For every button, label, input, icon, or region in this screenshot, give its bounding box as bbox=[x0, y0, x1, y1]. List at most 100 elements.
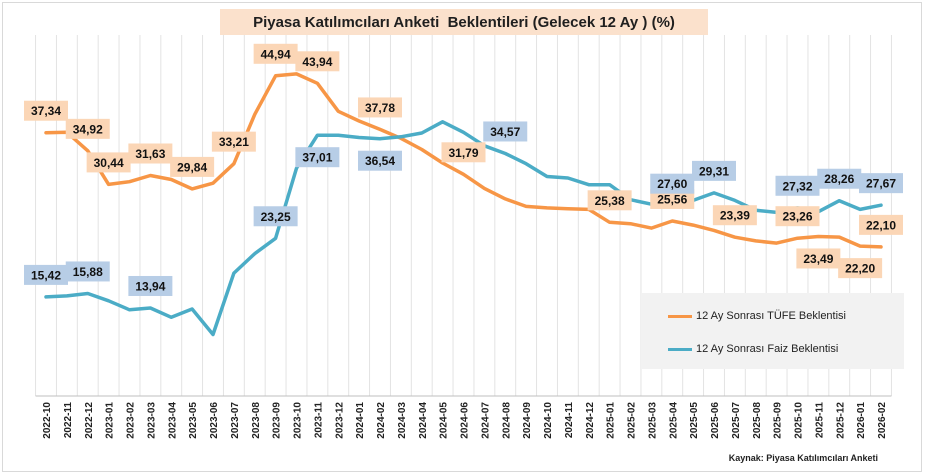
data-label-text: 37,01 bbox=[302, 151, 332, 165]
x-tick-label: 2024-09 bbox=[522, 402, 533, 439]
x-tick-label: 2025-11 bbox=[814, 402, 825, 439]
x-tick-label: 2025-09 bbox=[773, 402, 784, 439]
data-label: 37,78 bbox=[358, 97, 402, 118]
x-tick-label: 2024-05 bbox=[439, 402, 450, 439]
data-label-box bbox=[796, 248, 841, 269]
data-label-text: 23,39 bbox=[720, 209, 750, 223]
data-label-text: 13,94 bbox=[135, 279, 165, 293]
series-line-faiz bbox=[44, 120, 883, 337]
data-label-text: 27,60 bbox=[657, 177, 687, 191]
x-tick-label: 2023-01 bbox=[105, 402, 116, 439]
x-tick-label: 2026-02 bbox=[877, 402, 888, 439]
data-label-text: 43,94 bbox=[302, 55, 332, 69]
data-label-box bbox=[295, 147, 340, 168]
data-label: 43,94 bbox=[295, 51, 340, 72]
legend-item-tufe: 12 Ay Sonrası TÜFE Beklentisi bbox=[668, 310, 846, 322]
data-label: 23,26 bbox=[775, 206, 820, 227]
data-label: 27,60 bbox=[650, 173, 695, 194]
x-tick-label: 2023-09 bbox=[272, 402, 283, 439]
data-label: 30,44 bbox=[86, 152, 131, 173]
data-label-box bbox=[65, 261, 110, 282]
data-label: 23,39 bbox=[712, 205, 757, 226]
data-label-box bbox=[650, 188, 695, 209]
data-label-box bbox=[859, 173, 903, 194]
data-label: 44,94 bbox=[253, 43, 298, 64]
data-label-box bbox=[128, 275, 173, 296]
x-tick-label: 2024-08 bbox=[501, 402, 512, 439]
data-label-box bbox=[211, 131, 256, 152]
x-tick-label: 2024-07 bbox=[480, 402, 491, 439]
x-tick-label: 2025-07 bbox=[731, 402, 742, 439]
data-labels: 37,34 34,92 30,44 31,63 29,84 33,21 44,94 43,94… bbox=[24, 43, 903, 296]
data-label-box bbox=[692, 160, 736, 181]
x-tick-label: 2026-01 bbox=[856, 402, 867, 439]
legend-label-faiz: 12 Ay Sonrası Faiz Beklentisi bbox=[696, 343, 839, 355]
x-tick-label: 2025-06 bbox=[710, 402, 721, 439]
data-label-text: 27,67 bbox=[866, 177, 896, 191]
x-tick-label: 2023-11 bbox=[313, 402, 324, 439]
x-tick-label: 2024-01 bbox=[355, 402, 366, 439]
data-label-box bbox=[358, 97, 402, 118]
data-label-box bbox=[817, 168, 862, 189]
series-line-tufe bbox=[44, 72, 883, 249]
x-tick-label: 2024-02 bbox=[376, 402, 387, 439]
data-label-text: 31,79 bbox=[448, 146, 478, 160]
data-label: 25,38 bbox=[587, 190, 632, 211]
source-note: Kaynak: Piyasa Katılımcıları Anketi bbox=[728, 453, 878, 463]
data-label-text: 29,31 bbox=[699, 164, 729, 178]
x-tick-label: 2023-04 bbox=[167, 402, 178, 439]
x-tick-label: 2024-04 bbox=[418, 402, 429, 439]
data-label-box bbox=[253, 43, 298, 64]
x-tick-label: 2025-10 bbox=[794, 402, 805, 439]
data-label: 31,79 bbox=[441, 142, 486, 163]
legend: 12 Ay Sonrası TÜFE Beklentisi 12 Ay Sonr… bbox=[642, 293, 904, 369]
data-label-box bbox=[24, 264, 68, 285]
data-label: 37,01 bbox=[295, 147, 340, 168]
data-label-box bbox=[712, 205, 757, 226]
data-label: 25,56 bbox=[650, 188, 695, 209]
data-label-box bbox=[358, 150, 402, 171]
data-label-text: 15,88 bbox=[73, 265, 103, 279]
data-label: 33,21 bbox=[211, 131, 256, 152]
data-label-box bbox=[859, 214, 903, 235]
data-label: 36,54 bbox=[358, 150, 402, 171]
x-tick-label: 2023-07 bbox=[230, 402, 241, 439]
x-tick-label: 2024-12 bbox=[585, 402, 596, 439]
data-label-text: 22,10 bbox=[866, 218, 896, 232]
x-tick-label: 2024-10 bbox=[543, 402, 554, 439]
x-tick-label: 2025-12 bbox=[835, 402, 846, 439]
data-label-text: 37,34 bbox=[31, 104, 61, 118]
data-label-text: 44,94 bbox=[261, 47, 291, 61]
x-tick-label: 2024-11 bbox=[564, 402, 575, 439]
data-label-text: 25,38 bbox=[595, 194, 625, 208]
data-label-text: 33,21 bbox=[219, 135, 249, 149]
x-tick-label: 2023-05 bbox=[188, 402, 199, 439]
data-label: 15,88 bbox=[65, 261, 110, 282]
legend-swatch-faiz bbox=[668, 347, 692, 351]
x-tick-label: 2022-10 bbox=[42, 402, 53, 439]
data-label-text: 22,20 bbox=[845, 262, 875, 276]
x-tick-label: 2022-12 bbox=[84, 402, 95, 439]
data-label-text: 34,92 bbox=[73, 122, 103, 136]
series-lines bbox=[44, 72, 883, 337]
data-label: 13,94 bbox=[128, 275, 173, 296]
data-label: 27,32 bbox=[775, 175, 820, 196]
data-label-box bbox=[775, 206, 820, 227]
data-label-box bbox=[441, 142, 486, 163]
data-label-box bbox=[65, 118, 110, 139]
x-tick-label: 2025-04 bbox=[668, 402, 679, 439]
data-label-box bbox=[128, 143, 173, 164]
data-label-text: 37,78 bbox=[365, 101, 395, 115]
data-label-text: 25,56 bbox=[657, 192, 687, 206]
x-axis: 2022-10 2022-11 2022-12 2023-01 2023-02 2023-… bbox=[35, 395, 892, 439]
x-tick-label: 2022-11 bbox=[63, 402, 74, 439]
legend-swatch-tufe bbox=[668, 314, 692, 318]
x-tick-label: 2023-06 bbox=[209, 402, 220, 439]
data-label: 15,42 bbox=[24, 264, 68, 285]
data-label-box bbox=[253, 206, 298, 227]
x-tick-label: 2023-08 bbox=[251, 402, 262, 439]
data-label: 31,63 bbox=[128, 143, 173, 164]
data-label-box bbox=[295, 51, 340, 72]
x-tick-label: 2025-02 bbox=[627, 402, 638, 439]
